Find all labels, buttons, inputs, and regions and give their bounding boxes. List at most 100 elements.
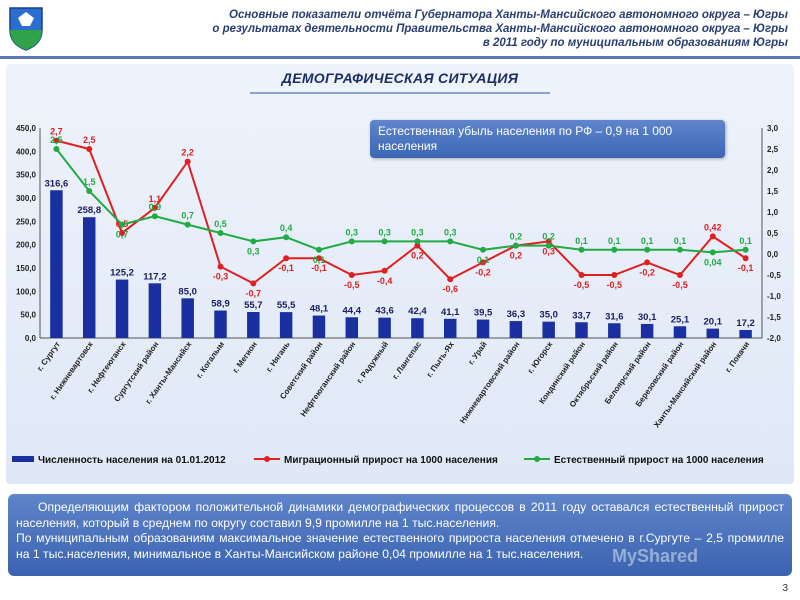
population-bar bbox=[181, 298, 194, 338]
category-label: г. Югорск bbox=[526, 339, 555, 375]
natural-label: 0,3 bbox=[247, 246, 260, 256]
population-bar bbox=[608, 323, 621, 338]
population-bar bbox=[345, 317, 359, 338]
natural-point bbox=[611, 246, 618, 253]
migration-point bbox=[217, 263, 224, 270]
left-tick-label: 350,0 bbox=[16, 171, 37, 180]
migration-point bbox=[53, 137, 60, 144]
legend-label-natural: Естественный прирост на 1000 населения bbox=[554, 455, 764, 466]
natural-point bbox=[315, 246, 322, 253]
natural-label: 0,3 bbox=[444, 227, 457, 237]
natural-label: 0,3 bbox=[378, 227, 391, 237]
population-bar-label: 44,4 bbox=[343, 305, 362, 316]
natural-label: 1,5 bbox=[83, 177, 96, 187]
right-tick-label: 1,0 bbox=[767, 208, 779, 217]
migration-label: 0,42 bbox=[704, 222, 722, 232]
migration-label: -0,4 bbox=[377, 276, 393, 286]
natural-label: 0,7 bbox=[116, 230, 129, 240]
natural-point bbox=[742, 246, 749, 253]
population-bar-label: 85,0 bbox=[178, 286, 197, 297]
natural-point bbox=[512, 242, 519, 249]
category-label: г. Пыть-Ях bbox=[425, 340, 456, 379]
population-bar bbox=[706, 328, 720, 338]
natural-point bbox=[447, 238, 454, 245]
natural-label: 0,1 bbox=[313, 255, 326, 265]
natural-point bbox=[480, 246, 487, 253]
left-tick-label: 300,0 bbox=[16, 194, 37, 203]
left-tick-label: 450,0 bbox=[16, 124, 37, 133]
natural-point bbox=[348, 238, 355, 245]
left-tick-label: 250,0 bbox=[16, 217, 37, 226]
migration-label: 0,3 bbox=[542, 246, 555, 256]
natural-point bbox=[217, 230, 224, 236]
natural-point bbox=[283, 234, 290, 241]
left-tick-label: 100,0 bbox=[16, 287, 37, 296]
population-bar-label: 39,5 bbox=[474, 308, 493, 319]
category-label: г. Покачи bbox=[724, 340, 752, 374]
population-bar bbox=[640, 323, 654, 338]
population-bar-label: 25,1 bbox=[671, 314, 690, 325]
population-bar-label: 42,4 bbox=[408, 306, 427, 317]
population-bar bbox=[739, 329, 752, 338]
natural-point bbox=[53, 146, 60, 152]
natural-label: 0,4 bbox=[280, 223, 293, 233]
natural-label: 0,1 bbox=[674, 236, 687, 246]
right-tick-label: 3,0 bbox=[767, 124, 779, 133]
natural-label: 0,2 bbox=[510, 232, 523, 242]
natural-label: 0,1 bbox=[477, 255, 490, 265]
population-bar bbox=[148, 283, 162, 338]
natural-label: 0,1 bbox=[608, 236, 621, 246]
population-bar bbox=[378, 317, 391, 338]
page-number: 3 bbox=[782, 583, 788, 594]
migration-point bbox=[644, 259, 651, 266]
right-tick-label: -1,5 bbox=[767, 313, 781, 322]
population-bar bbox=[82, 217, 96, 338]
right-tick-label: 2,0 bbox=[767, 166, 779, 175]
natural-label: 0,5 bbox=[214, 219, 227, 229]
right-tick-label: 1,5 bbox=[767, 187, 779, 196]
population-bar-label: 43,6 bbox=[375, 306, 394, 317]
natural-label: 0,1 bbox=[641, 236, 654, 246]
migration-label: 2,2 bbox=[181, 148, 194, 158]
summary-paragraph-2: По муниципальным образованиям максимальн… bbox=[16, 531, 784, 561]
natural-point bbox=[644, 246, 651, 253]
migration-label: 2,7 bbox=[50, 127, 63, 137]
population-bar bbox=[50, 190, 63, 338]
migration-label: 0,2 bbox=[411, 251, 424, 261]
natural-point bbox=[709, 249, 716, 256]
population-bar-label: 33,7 bbox=[572, 310, 591, 321]
migration-label: 2,5 bbox=[83, 135, 96, 145]
category-label: г. Лангепас bbox=[391, 340, 424, 381]
right-tick-label: -1,0 bbox=[767, 292, 781, 301]
migration-point bbox=[250, 280, 257, 287]
natural-point bbox=[545, 242, 552, 249]
right-tick-label: 0,5 bbox=[767, 229, 779, 238]
callout-box: Естественная убыль населения по РФ – 0,9… bbox=[370, 120, 725, 158]
migration-point bbox=[447, 276, 454, 283]
population-bar-label: 55,7 bbox=[244, 300, 263, 311]
header-line-1: Основные показатели отчёта Губернатора Х… bbox=[229, 9, 788, 21]
migration-label: -0,5 bbox=[672, 280, 688, 290]
right-tick-label: -0,5 bbox=[767, 271, 781, 280]
watermark: MyShared bbox=[612, 546, 699, 566]
population-bar bbox=[411, 318, 424, 338]
migration-point bbox=[545, 238, 552, 245]
natural-point bbox=[119, 221, 126, 228]
header-line-2: о результатах деятельности Правительства… bbox=[212, 23, 788, 35]
left-tick-label: 200,0 bbox=[16, 241, 37, 250]
migration-label: -0,5 bbox=[607, 280, 623, 290]
migration-label: -0,5 bbox=[574, 280, 590, 290]
population-bar bbox=[509, 321, 523, 338]
legend-marker-natural bbox=[534, 456, 540, 462]
natural-label: 0,1 bbox=[575, 236, 588, 246]
slide-header: Основные показатели отчёта Губернатора Х… bbox=[0, 0, 800, 59]
coat-of-arms-icon bbox=[9, 7, 43, 51]
left-tick-label: 0,0 bbox=[25, 334, 37, 343]
left-tick-label: 400,0 bbox=[16, 147, 37, 156]
category-label: г. Мегион bbox=[231, 340, 259, 375]
migration-point bbox=[315, 255, 322, 262]
migration-point bbox=[676, 272, 683, 278]
category-label: Нижневартовский район bbox=[458, 340, 521, 425]
category-label: г. Радужный bbox=[355, 340, 390, 385]
migration-label: -0,3 bbox=[213, 272, 229, 282]
